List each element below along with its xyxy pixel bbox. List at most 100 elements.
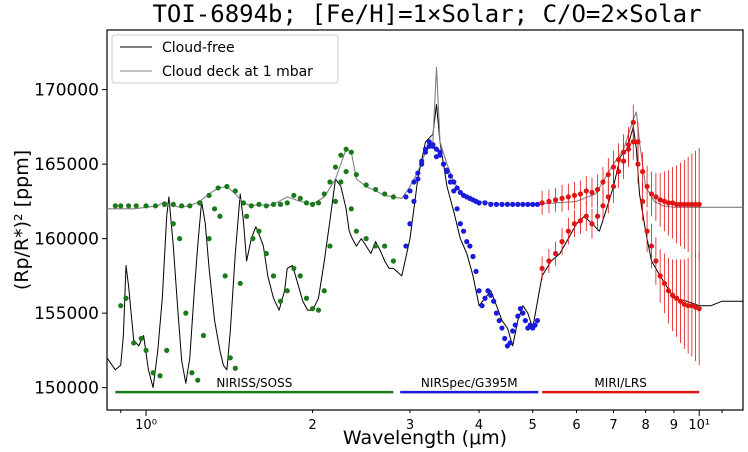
x-tick-label: 7 — [609, 418, 617, 433]
data-point-niriss-soss — [372, 243, 379, 249]
data-point-niriss-soss — [315, 307, 322, 313]
data-point-nirspec-g395m-cloudy — [447, 173, 454, 179]
data-point-nirspec-g395m-cloudy — [437, 152, 443, 158]
data-point-nirspec-g395m-cloudy — [515, 201, 521, 207]
data-point-miri-lrs-cloudy — [657, 197, 663, 203]
data-point-niriss-soss — [200, 332, 207, 339]
data-point-nirspec-g395m — [407, 221, 413, 227]
data-point-niriss-soss — [177, 236, 183, 242]
data-point-miri-lrs-cloudy — [681, 201, 687, 207]
data-point-niriss-soss — [244, 213, 250, 219]
data-point-miri-lrs — [600, 203, 606, 209]
instrument-bands: NIRISS/SOSS NIRSpec/G395M MIRI/LRS — [115, 376, 700, 394]
data-point-nirspec-g395m — [502, 335, 508, 342]
y-tick-label: 165000 — [34, 155, 99, 175]
data-point-miri-lrs — [546, 258, 552, 264]
data-point-nirspec-g395m — [491, 298, 497, 304]
data-point-niriss-soss-cloudy — [152, 203, 159, 209]
data-point-niriss-soss — [143, 347, 149, 353]
data-point-nirspec-g395m-cloudy — [407, 188, 413, 194]
legend-entry-cloud-deck: Cloud deck at 1 mbar — [162, 64, 313, 80]
data-point-miri-lrs-cloudy — [594, 186, 601, 193]
x-tick-label: 4 — [475, 418, 483, 433]
instrument-label-niriss-soss: NIRISS/SOSS — [216, 376, 292, 390]
data-point-nirspec-g395m-cloudy — [411, 179, 417, 185]
data-point-miri-lrs-cloudy — [696, 201, 702, 207]
data-point-nirspec-g395m-cloudy — [433, 146, 440, 152]
data-point-niriss-soss-cloudy — [170, 201, 176, 207]
data-point-niriss-soss-cloudy — [297, 195, 303, 201]
data-point-niriss-soss — [170, 221, 176, 227]
data-point-niriss-soss — [343, 168, 349, 175]
data-point-niriss-soss-cloudy — [277, 201, 284, 207]
data-point-miri-lrs-cloudy — [635, 139, 641, 145]
data-point-niriss-soss-cloudy — [321, 191, 327, 197]
instrument-label-nirspec-g395m: NIRSpec/G395M — [421, 376, 518, 390]
instrument-label-miri-lrs: MIRI/LRS — [594, 376, 646, 390]
data-point-miri-lrs-cloudy — [661, 198, 667, 204]
data-point-miri-lrs — [635, 161, 641, 167]
data-point-miri-lrs — [653, 258, 659, 264]
data-point-nirspec-g395m — [403, 243, 409, 249]
data-point-miri-lrs-cloudy — [552, 197, 559, 203]
data-point-niriss-soss-cloudy — [256, 201, 262, 207]
data-point-miri-lrs-cloudy — [610, 164, 617, 170]
data-point-niriss-soss — [227, 355, 233, 361]
data-point-miri-lrs — [661, 280, 667, 286]
data-point-miri-lrs-cloudy — [583, 188, 589, 194]
data-point-miri-lrs — [648, 243, 655, 249]
data-point-niriss-soss — [118, 303, 124, 309]
data-point-niriss-soss — [303, 295, 310, 301]
data-point-niriss-soss-cloudy — [197, 200, 203, 206]
x-tick-label: 2 — [308, 418, 316, 433]
data-point-niriss-soss — [291, 265, 297, 272]
y-axis-label: (Rp/R*)² [ppm] — [11, 150, 33, 290]
data-point-niriss-soss-cloudy — [206, 192, 212, 199]
data-point-miri-lrs-cloudy — [600, 179, 606, 185]
data-point-niriss-soss-cloudy — [284, 200, 290, 206]
data-point-miri-lrs — [539, 265, 545, 272]
data-point-nirspec-g395m — [411, 198, 417, 204]
data-point-niriss-soss — [353, 228, 359, 234]
data-point-nirspec-g395m-cloudy — [430, 142, 436, 148]
data-point-nirspec-g395m — [485, 288, 491, 294]
data-point-nirspec-g395m-cloudy — [403, 194, 409, 200]
legend-box — [111, 34, 339, 84]
data-point-niriss-soss — [332, 198, 339, 204]
data-point-miri-lrs — [594, 213, 601, 219]
data-point-nirspec-g395m — [476, 288, 482, 294]
data-point-nirspec-g395m-cloudy — [482, 200, 488, 206]
data-point-miri-lrs — [673, 295, 680, 301]
simulated-data-points — [112, 104, 702, 383]
data-point-niriss-soss — [164, 347, 170, 353]
data-point-miri-lrs — [630, 139, 636, 145]
data-point-nirspec-g395m — [473, 268, 479, 275]
data-point-miri-lrs — [565, 228, 571, 234]
x-tick-label: 6 — [572, 418, 580, 433]
series-line-cloud-deck-at-1-mbar — [107, 66, 743, 210]
data-point-nirspec-g395m — [510, 328, 516, 334]
data-point-miri-lrs-cloudy — [605, 171, 611, 178]
data-point-niriss-soss — [250, 236, 256, 242]
data-point-miri-lrs-cloudy — [620, 149, 627, 155]
data-point-miri-lrs — [552, 250, 559, 257]
data-point-niriss-soss — [277, 298, 284, 304]
data-point-niriss-soss — [348, 206, 354, 212]
data-point-niriss-soss — [263, 250, 269, 257]
data-point-niriss-soss-cloudy — [224, 183, 230, 190]
data-point-niriss-soss — [297, 273, 303, 279]
data-point-nirspec-g395m-cloudy — [499, 201, 505, 207]
data-point-nirspec-g395m — [520, 310, 526, 316]
data-point-niriss-soss — [157, 373, 163, 379]
data-point-miri-lrs — [589, 221, 595, 227]
data-point-nirspec-g395m-cloudy — [451, 179, 457, 185]
data-point-miri-lrs — [696, 306, 702, 312]
data-point-miri-lrs-cloudy — [565, 194, 571, 200]
data-point-miri-lrs-cloudy — [577, 191, 584, 197]
data-point-nirspec-g395m — [496, 317, 502, 324]
data-point-nirspec-g395m-cloudy — [520, 201, 526, 207]
data-point-miri-lrs-cloudy — [539, 200, 545, 206]
data-point-nirspec-g395m-cloudy — [476, 200, 482, 206]
data-point-niriss-soss-cloudy — [143, 203, 149, 209]
data-point-nirspec-g395m — [499, 325, 505, 331]
